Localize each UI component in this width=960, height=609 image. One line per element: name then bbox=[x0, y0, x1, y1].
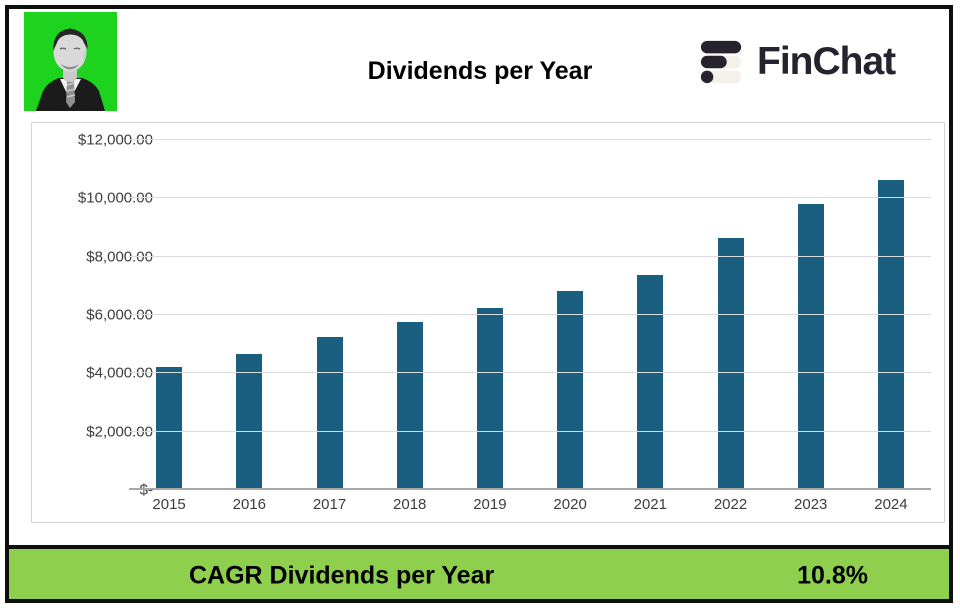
y-tick-label: $6,000.00 bbox=[86, 306, 153, 324]
x-tick-label: 2019 bbox=[473, 496, 507, 513]
gridline bbox=[129, 314, 931, 315]
x-tick-label: 2020 bbox=[553, 496, 587, 513]
dividends-bar-chart: $- $2,000.00 $4,000.00 $6,000.00 $8,000.00 $1… bbox=[31, 122, 945, 523]
x-tick-label: 2017 bbox=[312, 496, 347, 513]
x-tick-label: 2024 bbox=[874, 496, 908, 513]
cagr-band: CAGR Dividends per Year 10.8% bbox=[9, 545, 953, 603]
x-tick-label: 2022 bbox=[713, 496, 748, 513]
cagr-label: CAGR Dividends per Year bbox=[189, 561, 495, 590]
gridline bbox=[129, 197, 931, 199]
bar-2021 bbox=[637, 274, 664, 489]
x-axis-labels: 2015 2016 2017 2018 2019 2020 2021 2022 2023 2024 bbox=[129, 496, 931, 513]
analyst-avatar bbox=[24, 12, 117, 111]
finchat-bars-icon bbox=[698, 39, 744, 85]
page-title: Dividends per Year bbox=[367, 57, 593, 85]
cagr-value: 10.8% bbox=[797, 561, 868, 590]
y-axis-labels: $- $2,000.00 $4,000.00 $6,000.00 $8,000.00 $1… bbox=[40, 123, 153, 499]
plot-area bbox=[129, 123, 931, 490]
bar-column-2022 bbox=[690, 123, 770, 490]
gridline bbox=[129, 430, 931, 432]
x-tick-label: 2016 bbox=[232, 496, 266, 513]
bar-column-2019 bbox=[450, 123, 530, 490]
gridline bbox=[129, 372, 931, 374]
bar-2022 bbox=[717, 237, 744, 489]
bar-column-2021 bbox=[610, 123, 690, 490]
y-tick-label: $2,000.00 bbox=[86, 423, 153, 441]
x-tick-label: 2015 bbox=[152, 496, 186, 513]
bar-column-2017 bbox=[289, 123, 369, 490]
y-tick-label: $- bbox=[139, 481, 153, 499]
bar-2017 bbox=[316, 337, 343, 489]
bar-2019 bbox=[476, 308, 503, 489]
bars-container bbox=[129, 123, 931, 490]
y-tick-label: $4,000.00 bbox=[86, 364, 153, 382]
bar-2023 bbox=[797, 204, 824, 489]
bar-2024 bbox=[877, 179, 904, 489]
bar-column-2020 bbox=[530, 123, 610, 490]
bar-column-2018 bbox=[370, 123, 450, 490]
y-tick-label: $12,000.00 bbox=[77, 131, 153, 149]
x-tick-label: 2018 bbox=[393, 496, 427, 513]
finchat-wordmark: FinChat bbox=[757, 40, 896, 83]
bar-2020 bbox=[557, 291, 584, 489]
finchat-logo: FinChat bbox=[698, 39, 896, 85]
bar-2015 bbox=[156, 366, 183, 489]
x-tick-label: 2023 bbox=[794, 496, 828, 513]
x-tick-label: 2021 bbox=[633, 496, 667, 513]
bar-column-2016 bbox=[209, 123, 289, 490]
bar-column-2023 bbox=[771, 123, 851, 490]
bar-2016 bbox=[236, 353, 263, 489]
gridline bbox=[129, 255, 931, 257]
gridline bbox=[129, 139, 931, 140]
y-tick-label: $8,000.00 bbox=[86, 248, 153, 266]
x-axis-line bbox=[129, 488, 931, 490]
bar-2018 bbox=[396, 321, 423, 489]
portrait-photo-icon bbox=[24, 12, 117, 111]
y-tick-label: $10,000.00 bbox=[77, 189, 153, 207]
bar-column-2015 bbox=[129, 123, 209, 490]
bar-column-2024 bbox=[851, 123, 931, 490]
